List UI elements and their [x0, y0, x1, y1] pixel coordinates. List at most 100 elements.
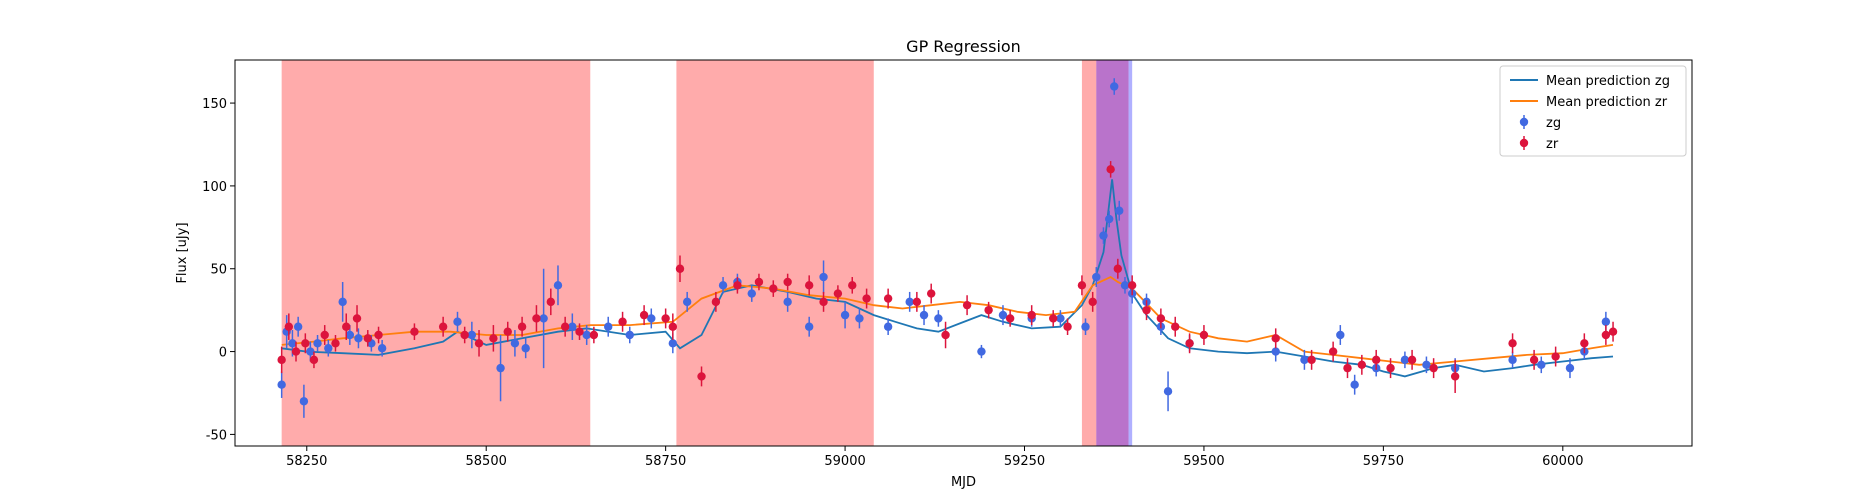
data-point [783, 297, 792, 307]
data-points [277, 78, 1618, 418]
data-point [510, 339, 520, 348]
data-point [912, 297, 922, 307]
data-point [521, 344, 530, 353]
data-point [1092, 272, 1101, 282]
data-point [984, 305, 993, 315]
data-point [546, 297, 556, 307]
data-point [668, 322, 678, 331]
data-point [453, 317, 462, 326]
data-point [1300, 355, 1309, 365]
data-point [1371, 355, 1381, 365]
data-point [288, 339, 297, 348]
data-point [1271, 334, 1280, 343]
legend-label: Mean prediction zg [1546, 74, 1670, 89]
legend-marker-swatch [1519, 138, 1529, 148]
data-point [840, 310, 850, 320]
data-point [1336, 330, 1345, 340]
data-point [647, 314, 656, 323]
data-point [467, 330, 477, 340]
data-point [1350, 380, 1359, 389]
x-tick-label: 58250 [286, 454, 327, 469]
data-point [675, 264, 685, 273]
data-point [338, 297, 347, 307]
data-point [313, 339, 322, 348]
shaded-regions [281, 60, 1133, 446]
data-point [1113, 264, 1123, 273]
data-point [1551, 352, 1560, 361]
data-point [1163, 387, 1173, 396]
plot-frame [234, 59, 1693, 447]
data-point [320, 330, 329, 340]
data-point [962, 300, 972, 310]
line-series-1 [281, 275, 1614, 366]
data-point [604, 322, 613, 331]
data-point [291, 347, 301, 356]
data-point [1077, 281, 1087, 290]
data-point [661, 314, 670, 323]
data-point [1115, 206, 1124, 215]
data-point [438, 322, 448, 331]
data-point [1005, 314, 1015, 323]
x-tick-label: 59750 [1363, 454, 1404, 469]
data-point [769, 284, 778, 293]
data-point [1422, 360, 1431, 370]
data-point [998, 310, 1008, 320]
data-point [503, 327, 512, 336]
x-axis-label: MJD [951, 475, 976, 490]
data-point [941, 330, 950, 340]
data-point [496, 363, 505, 373]
data-point [1171, 322, 1180, 331]
data-point [1106, 165, 1115, 174]
data-point [1081, 322, 1090, 331]
data-point [363, 334, 372, 343]
data-point [1063, 322, 1072, 331]
data-point [1156, 314, 1166, 323]
data-point [1307, 355, 1316, 365]
data-point [804, 281, 814, 290]
y-tick-label: 150 [202, 97, 227, 112]
x-tick-label: 59250 [1004, 454, 1045, 469]
data-point [377, 344, 387, 353]
data-point [1601, 330, 1611, 340]
data-point [474, 339, 484, 348]
data-point [1099, 231, 1108, 240]
data-point [1328, 347, 1338, 356]
data-point [718, 281, 728, 290]
data-point [331, 339, 340, 348]
x-tick-label: 58500 [466, 454, 507, 469]
shaded-region-0 [281, 60, 591, 446]
data-point [324, 344, 333, 353]
data-point [819, 297, 828, 307]
x-tick-label: 58750 [645, 454, 686, 469]
y-tick-label: 50 [210, 263, 227, 278]
prediction-lines [281, 179, 1614, 378]
data-point [1580, 339, 1589, 348]
data-point [284, 322, 294, 331]
data-point [352, 314, 362, 323]
data-point [1407, 355, 1417, 365]
data-point [919, 310, 929, 320]
data-point [589, 330, 599, 340]
data-point [1508, 339, 1517, 348]
data-point [754, 277, 764, 287]
data-point [293, 322, 303, 331]
data-point [489, 334, 498, 343]
data-point [855, 314, 864, 323]
legend-marker-swatch [1519, 117, 1529, 127]
x-tick-label: 59000 [824, 454, 865, 469]
data-point [833, 289, 843, 298]
data-point [1127, 281, 1137, 290]
data-point [410, 327, 419, 336]
y-axis-label: Flux [uJy] [175, 222, 190, 283]
legend-box [1499, 65, 1687, 157]
data-point [862, 294, 871, 303]
data-point [277, 355, 286, 365]
data-point [1450, 372, 1460, 381]
data-point [1142, 305, 1151, 315]
data-point [517, 322, 527, 331]
data-point [342, 322, 351, 331]
data-point [374, 330, 383, 340]
data-point [711, 297, 721, 307]
data-point [977, 347, 986, 356]
